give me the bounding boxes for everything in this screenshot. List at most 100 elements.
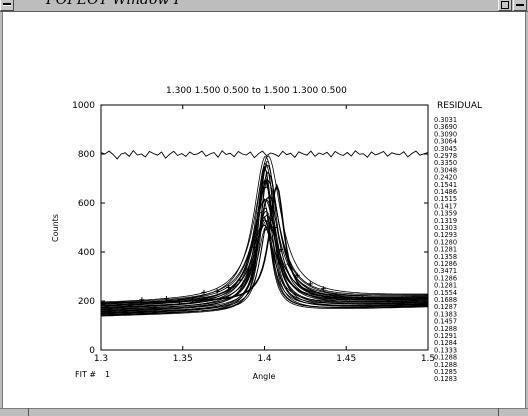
observed-point	[257, 210, 263, 216]
residual-value: 0.3031	[434, 116, 457, 124]
y-tick-label: 1000	[72, 101, 95, 111]
residual-value: 0.1457	[434, 318, 457, 326]
window-border-right[interactable]	[525, 12, 528, 416]
residual-trace-group	[100, 149, 429, 160]
observed-point	[271, 225, 277, 230]
observed-point	[176, 299, 182, 305]
residual-value: 0.1359	[434, 210, 457, 218]
residual-value: 0.1383	[434, 310, 457, 318]
residual-value: 0.1284	[434, 339, 457, 347]
observed-point	[266, 195, 272, 201]
x-tick-label: 1.35	[173, 354, 193, 364]
residual-value: 0.3350	[434, 159, 457, 167]
observed-point	[294, 272, 300, 278]
fit-curves	[100, 155, 429, 317]
residual-value: 0.1286	[434, 274, 457, 282]
fit-curve	[100, 196, 428, 310]
y-axis: 0 200 400 600 800 1000	[72, 101, 428, 356]
observed-point	[163, 296, 169, 302]
residual-value: 0.3045	[434, 145, 457, 153]
fit-curve	[100, 224, 428, 310]
shoulder-curve	[101, 183, 429, 304]
resize-grip-left[interactable]	[28, 408, 29, 416]
observed-point	[347, 296, 353, 302]
fit-label: FIT #	[75, 370, 96, 379]
observed-point	[245, 266, 251, 272]
observed-point	[101, 310, 107, 316]
residual-value: 0.3690	[434, 123, 457, 131]
observed-point	[190, 297, 196, 303]
residual-value: 0.1288	[434, 354, 457, 362]
fit-parameters-header: 1.300 1.500 0.500 to 1.500 1.300 0.500	[166, 86, 347, 96]
residual-value: 0.3064	[434, 138, 457, 146]
fit-curve	[100, 219, 428, 314]
residual-list: 0.30310.36900.30900.30640.30450.29780.33…	[434, 116, 457, 383]
residual-value: 0.1283	[434, 375, 457, 383]
fit-curve	[100, 155, 428, 303]
y-tick-label: 400	[78, 248, 95, 258]
residual-value: 0.1319	[434, 217, 457, 225]
observed-point	[252, 244, 258, 250]
residual-value: 0.1554	[434, 289, 457, 297]
residual-value: 0.2978	[434, 152, 457, 160]
window-border-bottom[interactable]	[0, 408, 528, 416]
residual-value: 0.1281	[434, 246, 457, 254]
residual-value: 0.1303	[434, 224, 457, 232]
maximize-button[interactable]	[498, 0, 512, 11]
fit-curve	[100, 180, 428, 304]
resize-grip-right[interactable]	[498, 408, 499, 416]
window-menu-button[interactable]	[0, 0, 14, 11]
window-border-left[interactable]	[0, 12, 3, 416]
title-bar[interactable]: FOFEOT Window I	[0, 0, 528, 12]
y-tick-label: 200	[78, 297, 95, 307]
observed-point	[139, 297, 145, 303]
window-title: FOFEOT Window I	[40, 0, 186, 8]
y-tick-label: 0	[89, 346, 95, 356]
residual-value: 0.1333	[434, 346, 457, 354]
observed-point	[152, 305, 158, 311]
y-tick-label: 800	[78, 150, 95, 160]
minimize-button[interactable]	[513, 0, 527, 11]
residual-value: 0.1291	[434, 332, 457, 340]
fit-curve	[100, 171, 429, 314]
residual-value: 0.1288	[434, 325, 457, 333]
residual-value: 0.3048	[434, 166, 457, 174]
observed-point	[333, 293, 339, 299]
x-tick-label: 1.3	[94, 354, 108, 364]
fit-curve	[100, 182, 428, 312]
observed-point	[307, 281, 313, 287]
fit-curve	[101, 179, 429, 315]
residual-value: 0.1281	[434, 282, 457, 290]
residual-trace	[100, 149, 429, 160]
residual-value: 0.1293	[434, 231, 457, 239]
observed-point	[320, 286, 326, 292]
observed-point	[237, 277, 243, 283]
x-axis-label: Angle	[253, 372, 276, 381]
residual-value: 0.1417	[434, 202, 457, 210]
x-tick-label: 1.45	[336, 354, 356, 364]
fit-curve	[101, 215, 429, 313]
residual-value: 0.1280	[434, 238, 457, 246]
observed-points	[101, 178, 428, 316]
y-axis-label: Counts	[51, 214, 60, 242]
residual-value: 0.1285	[434, 368, 457, 376]
residual-value: 0.1287	[434, 303, 457, 311]
x-tick-label: 1.4	[257, 354, 272, 364]
observed-point	[226, 285, 232, 291]
observed-point	[412, 299, 418, 305]
residual-value: 0.1288	[434, 361, 457, 369]
residual-value: 0.3471	[434, 267, 457, 275]
observed-point	[214, 288, 220, 294]
residual-value: 0.2420	[434, 174, 457, 182]
observed-point	[399, 296, 405, 302]
residual-value: 0.1541	[434, 181, 457, 189]
fit-number: 1	[105, 370, 110, 379]
observed-point	[260, 185, 266, 191]
fit-curve	[100, 198, 429, 306]
observed-point	[386, 298, 392, 304]
residual-heading: RESIDUAL	[437, 101, 482, 111]
residual-value: 0.1515	[434, 195, 457, 203]
residual-value: 0.3090	[434, 130, 457, 138]
x-axis: 1.3 1.35 1.4 1.45 1.5	[94, 105, 435, 364]
